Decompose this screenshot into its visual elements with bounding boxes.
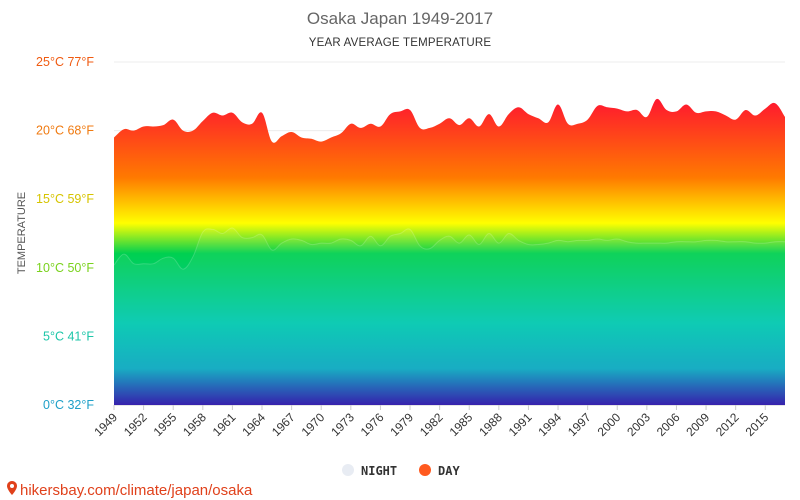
x-tick-label: 2000: [595, 410, 624, 439]
chart-title: Osaka Japan 1949-2017: [307, 9, 493, 28]
y-tick-label: 25°C 77°F: [36, 55, 94, 69]
legend-night-marker: [342, 464, 354, 476]
legend-item-night[interactable]: NIGHT: [342, 464, 397, 478]
x-tick-label: 1970: [299, 410, 328, 439]
source-link[interactable]: hikersbay.com/climate/japan/osaka: [7, 481, 253, 499]
x-axis-ticks: 1949 1952 1955 1958 1961 1964 1967 1970 1973 1976…: [91, 405, 772, 439]
x-tick-label: 1985: [447, 410, 476, 439]
x-tick-label: 2006: [654, 410, 683, 439]
x-tick-label: 1949: [91, 410, 120, 439]
legend: NIGHT DAY: [342, 464, 460, 478]
source-link-text[interactable]: hikersbay.com/climate/japan/osaka: [20, 482, 253, 499]
x-tick-label: 1964: [239, 410, 268, 439]
y-tick-label: 10°C 50°F: [36, 261, 94, 275]
x-tick-label: 2009: [683, 410, 712, 439]
day-area: [114, 98, 785, 406]
y-tick-label: 0°C 32°F: [43, 398, 94, 412]
x-tick-label: 1997: [565, 410, 594, 439]
x-tick-label: 1961: [210, 410, 239, 439]
x-tick-label: 1955: [151, 410, 180, 439]
x-tick-label: 1976: [358, 410, 387, 439]
chart-subtitle: YEAR AVERAGE TEMPERATURE: [309, 37, 492, 49]
legend-night-label: NIGHT: [361, 464, 397, 478]
y-tick-label: 5°C 41°F: [43, 329, 94, 343]
y-axis-ticks: 0°C 32°F 5°C 41°F 10°C 50°F 15°C 59°F 20°C 6…: [36, 55, 94, 412]
legend-item-day[interactable]: DAY: [419, 464, 460, 478]
x-tick-label: 1982: [417, 410, 446, 439]
x-tick-label: 1994: [535, 410, 564, 439]
night-area: [114, 227, 785, 405]
y-tick-label: 20°C 68°F: [36, 124, 94, 138]
x-tick-label: 1979: [387, 410, 416, 439]
night-line: [113, 227, 786, 270]
x-tick-label: 1988: [476, 410, 505, 439]
x-tick-label: 2012: [713, 410, 742, 439]
x-tick-label: 2015: [743, 410, 772, 439]
x-tick-label: 1967: [269, 410, 298, 439]
x-tick-label: 1952: [121, 410, 150, 439]
x-tick-label: 1991: [506, 410, 535, 439]
y-axis-title: TEMPERATURE: [16, 192, 28, 274]
legend-day-marker: [419, 464, 431, 476]
y-tick-label: 15°C 59°F: [36, 192, 94, 206]
x-tick-label: 1958: [180, 410, 209, 439]
map-pin-icon: [7, 481, 17, 495]
x-tick-label: 2003: [624, 410, 653, 439]
x-tick-label: 1973: [328, 410, 357, 439]
legend-day-label: DAY: [438, 464, 460, 478]
